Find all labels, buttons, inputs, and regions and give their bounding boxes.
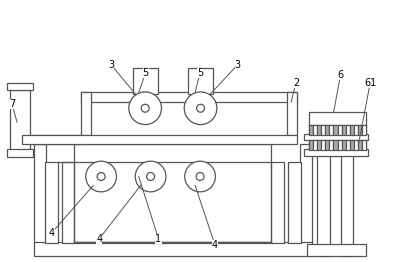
Bar	[22, 135, 297, 144]
Circle shape	[185, 161, 216, 192]
Text: 4: 4	[49, 228, 55, 238]
Bar	[342, 140, 346, 150]
Bar	[34, 242, 312, 256]
Bar	[325, 125, 330, 135]
Bar	[62, 162, 74, 243]
Bar	[330, 125, 333, 135]
Bar	[317, 125, 321, 135]
Circle shape	[196, 173, 204, 181]
Bar	[358, 140, 362, 150]
Text: 3: 3	[108, 60, 114, 70]
Bar	[321, 125, 325, 135]
Bar	[313, 125, 317, 135]
Text: 7: 7	[9, 99, 15, 109]
Bar	[362, 140, 366, 150]
Text: 1: 1	[155, 234, 161, 244]
Bar	[346, 125, 350, 135]
Text: 2: 2	[293, 78, 299, 88]
Circle shape	[86, 161, 116, 192]
Bar	[288, 162, 301, 243]
Bar	[34, 144, 46, 243]
Bar	[317, 140, 321, 150]
Bar	[45, 162, 57, 243]
Bar	[354, 125, 358, 135]
Text: 5: 5	[197, 68, 203, 78]
Bar	[300, 144, 312, 243]
Text: 6: 6	[337, 70, 344, 80]
Text: 4: 4	[212, 240, 218, 250]
Circle shape	[141, 104, 149, 112]
Bar	[309, 140, 313, 150]
Bar	[10, 90, 30, 152]
Bar	[81, 92, 91, 135]
Bar	[188, 68, 213, 94]
Circle shape	[129, 92, 161, 124]
Circle shape	[197, 104, 204, 112]
Text: 3: 3	[235, 60, 241, 70]
Bar	[333, 140, 337, 150]
Bar	[7, 149, 33, 157]
Bar	[342, 125, 346, 135]
Bar	[304, 149, 368, 156]
Bar	[330, 140, 333, 150]
Bar	[7, 83, 33, 90]
Bar	[350, 125, 354, 135]
Bar	[287, 92, 297, 135]
Bar	[321, 140, 325, 150]
Bar	[309, 112, 366, 125]
Bar	[333, 125, 337, 135]
Circle shape	[97, 173, 105, 181]
Circle shape	[147, 173, 154, 181]
Bar	[346, 140, 350, 150]
Bar	[337, 140, 342, 150]
Bar	[337, 125, 342, 135]
Bar	[317, 155, 330, 256]
Bar	[313, 140, 317, 150]
Bar	[309, 125, 313, 135]
Text: 61: 61	[364, 78, 376, 88]
Text: 5: 5	[142, 68, 149, 78]
Bar	[325, 140, 330, 150]
Bar	[362, 125, 366, 135]
Bar	[304, 134, 368, 140]
Circle shape	[135, 161, 166, 192]
Text: 4: 4	[96, 234, 102, 244]
Bar	[307, 244, 366, 256]
Bar	[358, 125, 362, 135]
Bar	[350, 140, 354, 150]
Circle shape	[184, 92, 217, 124]
Bar	[354, 140, 358, 150]
Bar	[133, 68, 157, 94]
Bar	[81, 92, 297, 102]
Bar	[341, 155, 354, 256]
Bar	[271, 162, 284, 243]
